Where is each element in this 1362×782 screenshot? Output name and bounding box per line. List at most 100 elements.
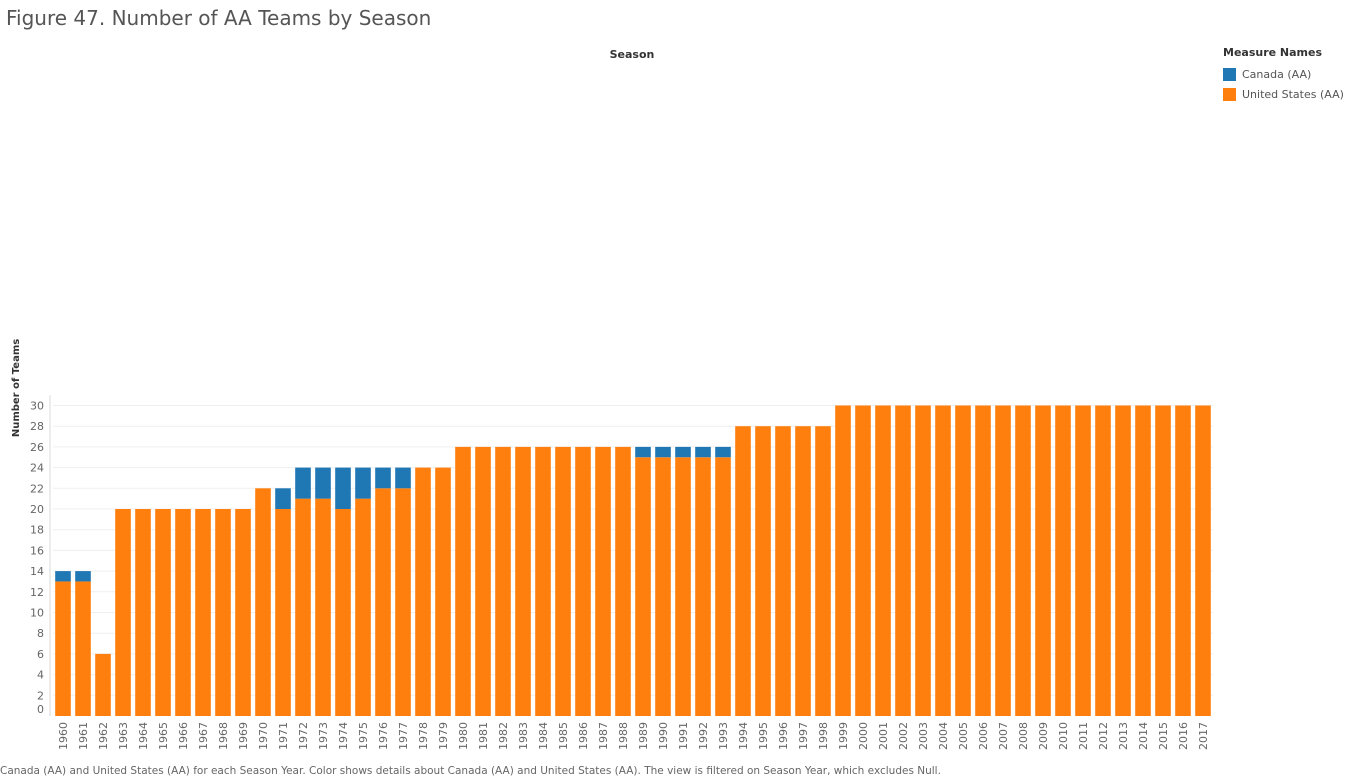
bar-segment[interactable] <box>475 446 491 716</box>
bar-segment[interactable] <box>295 498 311 716</box>
bar-segment[interactable] <box>535 446 551 716</box>
bar-segment[interactable] <box>395 467 411 489</box>
bar-segment[interactable] <box>655 457 671 716</box>
bar-segment[interactable] <box>995 405 1011 717</box>
bar-segment[interactable] <box>595 446 611 716</box>
x-tick-label: 1987 <box>597 722 610 750</box>
x-tick-label: 1971 <box>277 722 290 750</box>
bar-segment[interactable] <box>695 446 711 458</box>
legend-item-canada[interactable]: Canada (AA) <box>1223 64 1359 84</box>
x-tick-label: 1979 <box>437 722 450 750</box>
bar-segment[interactable] <box>755 426 771 716</box>
bar-segment[interactable] <box>1155 405 1171 717</box>
bar-segment[interactable] <box>335 509 351 716</box>
bar-segment[interactable] <box>915 405 931 717</box>
bar-segment[interactable] <box>175 509 191 716</box>
bar-segment[interactable] <box>375 488 391 716</box>
bar-segment[interactable] <box>55 581 71 716</box>
bar-segment[interactable] <box>455 446 471 716</box>
bar-segment[interactable] <box>495 446 511 716</box>
x-tick-label: 1989 <box>637 722 650 750</box>
bar-segment[interactable] <box>335 467 351 509</box>
bar-segment[interactable] <box>95 653 111 716</box>
bar-segment[interactable] <box>1195 405 1211 717</box>
y-tick-label: 26 <box>30 441 44 454</box>
bar-segment[interactable] <box>395 488 411 716</box>
bar-segment[interactable] <box>635 457 651 716</box>
x-tick-label: 1966 <box>177 722 190 750</box>
bar-segment[interactable] <box>135 509 151 716</box>
x-tick-label: 2001 <box>877 722 890 750</box>
bar-segment[interactable] <box>935 405 951 717</box>
x-tick-label: 1994 <box>737 722 750 750</box>
bar-segment[interactable] <box>875 405 891 717</box>
bar-segment[interactable] <box>355 498 371 716</box>
bar-segment[interactable] <box>415 467 431 716</box>
bar-segment[interactable] <box>835 405 851 717</box>
bar-segment[interactable] <box>1055 405 1071 717</box>
bar-segment[interactable] <box>1095 405 1111 717</box>
bar-segment[interactable] <box>1075 405 1091 717</box>
bar-segment[interactable] <box>435 467 451 716</box>
chart-caption: Canada (AA) and United States (AA) for e… <box>0 765 941 777</box>
bar-segment[interactable] <box>275 509 291 716</box>
bar-segment[interactable] <box>715 457 731 716</box>
bar-segment[interactable] <box>55 571 71 582</box>
bar-segment[interactable] <box>295 467 311 499</box>
x-tick-label: 1983 <box>517 722 530 750</box>
bar-segment[interactable] <box>195 509 211 716</box>
bar-segment[interactable] <box>975 405 991 717</box>
bar-segment[interactable] <box>255 488 271 716</box>
bar-segment[interactable] <box>155 509 171 716</box>
x-tick-label: 2003 <box>917 722 930 750</box>
x-tick-label: 1991 <box>677 722 690 750</box>
bar-segment[interactable] <box>735 426 751 716</box>
bar-segment[interactable] <box>355 467 371 499</box>
bar-segment[interactable] <box>515 446 531 716</box>
y-tick-label: 2 <box>37 689 44 702</box>
bar-segment[interactable] <box>615 446 631 716</box>
y-tick-label: 4 <box>37 669 44 682</box>
x-tick-label: 2000 <box>857 722 870 750</box>
bar-segment[interactable] <box>315 467 331 499</box>
legend-item-united-states[interactable]: United States (AA) <box>1223 84 1359 104</box>
bar-segment[interactable] <box>275 488 291 509</box>
bar-segment[interactable] <box>75 581 91 716</box>
bar-segment[interactable] <box>635 446 651 458</box>
bar-segment[interactable] <box>1035 405 1051 717</box>
bar-segment[interactable] <box>1175 405 1191 717</box>
bar-segment[interactable] <box>1135 405 1151 717</box>
x-tick-label: 1961 <box>77 722 90 750</box>
x-tick-label: 1992 <box>697 722 710 750</box>
bar-segment[interactable] <box>675 457 691 716</box>
x-tick-label: 2011 <box>1077 722 1090 750</box>
x-tick-label: 2014 <box>1137 722 1150 750</box>
bar-segment[interactable] <box>375 467 391 489</box>
bar-segment[interactable] <box>75 571 91 582</box>
bar-segment[interactable] <box>115 509 131 716</box>
bar-segment[interactable] <box>315 498 331 716</box>
x-tick-label: 2015 <box>1157 722 1170 750</box>
bar-segment[interactable] <box>675 446 691 458</box>
legend: Measure Names Canada (AA) United States … <box>1223 46 1359 104</box>
bar-segment[interactable] <box>555 446 571 716</box>
bar-segment[interactable] <box>235 509 251 716</box>
bar-segment[interactable] <box>775 426 791 716</box>
bar-segment[interactable] <box>1015 405 1031 717</box>
bar-segment[interactable] <box>655 446 671 458</box>
bar-segment[interactable] <box>215 509 231 716</box>
bar-segment[interactable] <box>815 426 831 716</box>
y-tick-label: 12 <box>30 586 44 599</box>
bar-segment[interactable] <box>695 457 711 716</box>
bar-segment[interactable] <box>955 405 971 717</box>
x-tick-label: 1986 <box>577 722 590 750</box>
bar-segment[interactable] <box>1115 405 1131 717</box>
x-tick-label: 1978 <box>417 722 430 750</box>
y-tick-label: 14 <box>30 565 44 578</box>
bar-segment[interactable] <box>715 446 731 458</box>
bar-segment[interactable] <box>795 426 811 716</box>
bar-segment[interactable] <box>895 405 911 717</box>
bar-segment[interactable] <box>575 446 591 716</box>
bar-segment[interactable] <box>855 405 871 717</box>
y-tick-label: 22 <box>30 482 44 495</box>
